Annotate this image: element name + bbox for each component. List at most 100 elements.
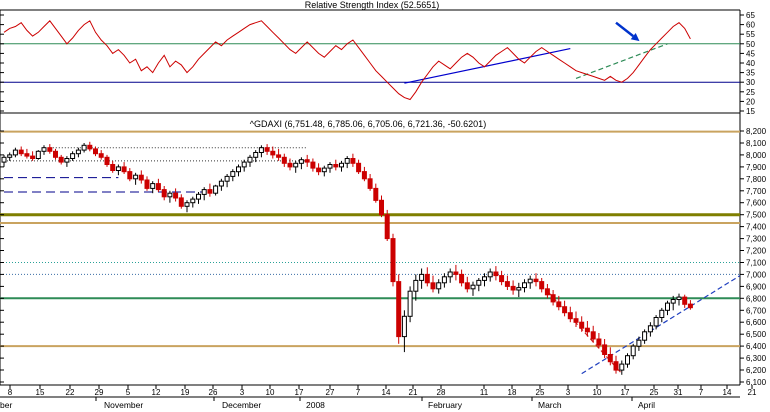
signal-arrow-head: [630, 33, 640, 42]
candle-body: [155, 183, 161, 191]
candle-body: [396, 281, 402, 338]
generated-chart-layers: 8,200 8,100 8,000 7,900 7,800 7,700 7,600 7,500…: [0, 9, 767, 410]
candle-body: [93, 148, 98, 155]
candle-body: [584, 327, 590, 333]
month-label: February: [428, 400, 463, 410]
candle-body: [321, 167, 327, 173]
candle-body: [53, 150, 58, 158]
day-label: 12: [152, 388, 161, 397]
day-label: 22: [66, 388, 75, 397]
candle-body: [493, 271, 499, 277]
candle-body: [579, 321, 585, 329]
main-chart-title: ^GDAXI (6,751.48, 6,785.06, 6,705.06, 6,…: [250, 119, 486, 129]
candle-body: [281, 156, 287, 164]
rsi-title: Relative Strength Index (52.5651): [305, 0, 440, 10]
candle-body: [81, 144, 87, 151]
candle-body: [596, 338, 602, 346]
month-label: March: [538, 400, 562, 410]
candle-body: [556, 301, 562, 308]
price-axis-label: 7,400: [746, 223, 767, 232]
candle-body: [573, 318, 579, 323]
price-axis-label: 6,800: [746, 294, 767, 303]
candle-body: [567, 312, 573, 320]
price-axis-label: 6,200: [746, 366, 767, 375]
candle-body: [459, 273, 465, 284]
day-label: 29: [95, 388, 104, 397]
candle-body: [544, 288, 550, 296]
candle-body: [224, 175, 230, 182]
price-axis-label: 7,800: [746, 175, 767, 184]
candle-body: [424, 273, 430, 284]
candle-body: [298, 159, 304, 164]
candle-body: [258, 147, 264, 153]
day-label: 10: [266, 388, 275, 397]
candle-body: [436, 282, 442, 290]
candle-body: [230, 171, 236, 177]
day-label: 26: [209, 388, 218, 397]
day-label: 28: [437, 388, 446, 397]
candle-body: [236, 166, 241, 173]
price-trendline: [581, 275, 741, 375]
candle-body: [670, 299, 676, 304]
candle-body: [144, 179, 150, 189]
candle-body: [75, 149, 81, 155]
month-label: 2008: [306, 400, 325, 410]
day-label: 25: [650, 388, 659, 397]
price-axis-label: 8,000: [746, 151, 767, 160]
candle-body: [327, 164, 333, 169]
rsi-axis-label: 20: [746, 97, 755, 106]
day-label: 14: [382, 388, 391, 397]
candle-body: [87, 144, 93, 150]
candle-body: [276, 154, 282, 158]
candle-body: [413, 279, 419, 292]
month-label: December: [222, 400, 261, 410]
candle-body: [613, 361, 619, 371]
candle-body: [539, 281, 545, 290]
candle-body: [367, 178, 373, 189]
candle-body: [207, 189, 213, 194]
candle-body: [7, 154, 13, 158]
price-axis-label: 6,600: [746, 318, 767, 327]
candle-body: [642, 331, 648, 341]
candle-body: [18, 149, 24, 155]
rsi-axis-label: 40: [746, 59, 755, 68]
candle-body: [384, 214, 390, 240]
candle-body: [647, 325, 653, 333]
candle-body: [241, 161, 247, 168]
candle-body: [178, 197, 184, 207]
candle-body: [58, 156, 64, 163]
candle-body: [356, 162, 362, 173]
candle-body: [184, 202, 190, 207]
candle-body: [304, 159, 310, 163]
candle-body: [287, 162, 293, 168]
rsi-axis-label: 45: [746, 49, 755, 58]
day-label: 19: [181, 388, 190, 397]
candle-body: [419, 273, 425, 281]
price-axis-label: 7,300: [746, 235, 767, 244]
candle-body: [550, 294, 556, 303]
candle-body: [516, 287, 522, 291]
price-axis-label: 7,000: [746, 270, 767, 279]
price-axis-label: 6,100: [746, 378, 767, 387]
price-axis-label: 6,300: [746, 354, 767, 363]
candle-body: [24, 153, 30, 157]
candle-body: [121, 166, 127, 173]
candle-body: [487, 271, 493, 278]
candle-body: [190, 198, 196, 204]
candle-body: [293, 162, 299, 168]
day-label: 25: [536, 388, 545, 397]
candle-body: [470, 284, 476, 290]
candle-body: [499, 275, 505, 283]
day-label: 21: [409, 388, 418, 397]
candle-body: [562, 306, 568, 314]
candle-body: [30, 155, 36, 160]
candle-body: [161, 189, 167, 198]
candle-body: [173, 192, 179, 199]
day-label: 7: [356, 388, 361, 397]
candle-body: [653, 317, 659, 327]
candle-body: [98, 153, 104, 158]
rsi-axis-label: 60: [746, 21, 755, 30]
candle-body: [12, 149, 18, 156]
candle-body: [218, 180, 224, 187]
candle-body: [533, 278, 539, 283]
